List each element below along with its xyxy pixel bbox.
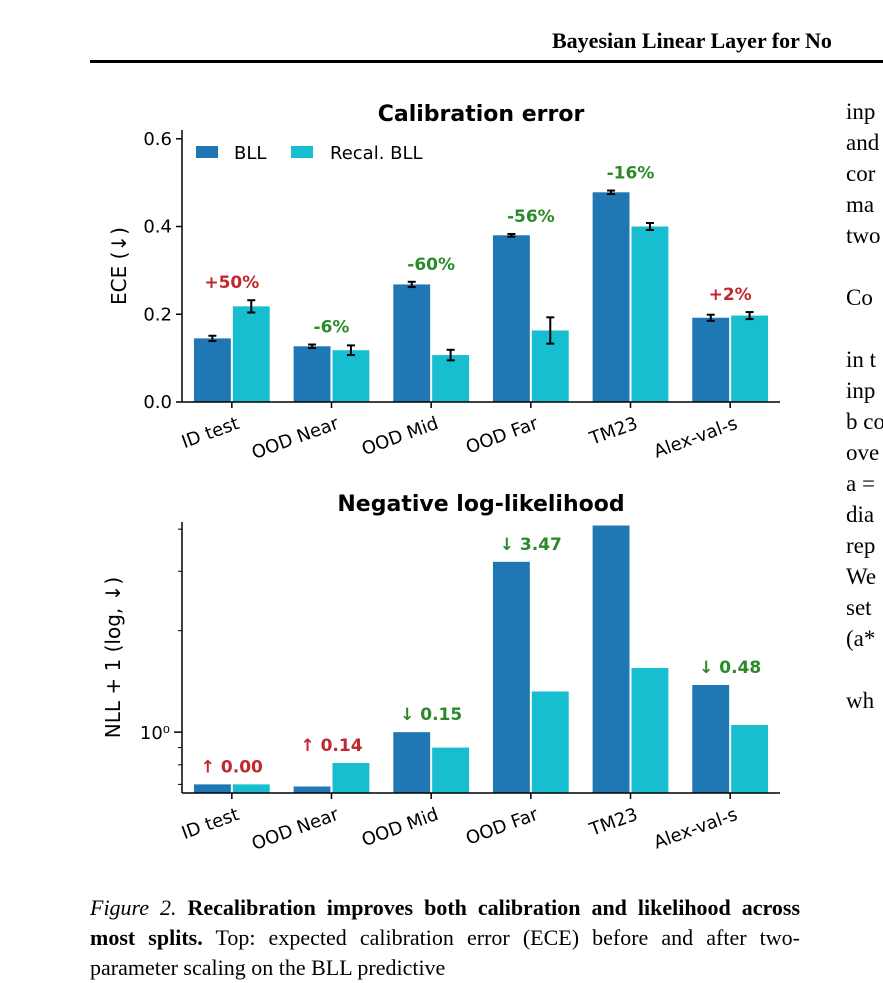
right-column-line: set	[846, 595, 872, 620]
right-column-line: (a*	[846, 626, 876, 651]
header-rule	[90, 60, 883, 63]
running-header: Bayesian Linear Layer for No	[552, 28, 832, 53]
bll-bar	[592, 192, 630, 402]
caption-bold: Recalibration improves both calibration …	[90, 895, 801, 950]
right-column-line: and	[846, 130, 880, 155]
change-annotation: -16%	[607, 164, 655, 184]
right-column-line: b co	[846, 409, 883, 434]
change-annotation: -56%	[507, 207, 555, 227]
x-tick-label: OOD Far	[463, 413, 541, 459]
bll-bar	[492, 561, 530, 793]
recal-bll-bar	[232, 306, 270, 402]
figure-caption: Figure 2. Recalibration improves both ca…	[90, 893, 800, 983]
legend-label-bll: BLL	[234, 143, 266, 164]
y-tick-label: 0.4	[143, 217, 172, 238]
caption-label: Figure 2.	[90, 895, 177, 920]
y-axis-label: NLL + 1 (log, ↓)	[101, 577, 125, 738]
bll-bar	[293, 786, 331, 793]
recal-bll-bar	[432, 355, 470, 402]
x-tick-label: OOD Mid	[359, 804, 441, 851]
recal-bll-bar	[531, 691, 569, 793]
bll-bar	[692, 317, 730, 402]
right-column-line	[846, 251, 883, 282]
x-tick-label: OOD Near	[249, 804, 342, 855]
bll-bar	[193, 784, 231, 793]
bll-bar	[193, 338, 231, 402]
bll-bar	[692, 684, 730, 793]
legend-swatch-recal-bll	[291, 146, 313, 158]
right-column-line: in t	[846, 347, 877, 372]
recal-bll-bar	[232, 784, 270, 793]
right-column-line: inp	[846, 99, 876, 124]
right-column-line: We	[846, 564, 877, 589]
x-tick-label: TM23	[586, 413, 641, 450]
x-tick-label: TM23	[586, 804, 641, 841]
recal-bll-bar	[432, 747, 470, 793]
change-annotation: ↑ 0.00	[201, 757, 263, 777]
change-annotation: -60%	[407, 255, 455, 275]
change-annotation: ↑ 0.14	[300, 736, 362, 756]
change-annotation: +2%	[709, 285, 752, 305]
right-column-line: wh	[846, 688, 875, 713]
right-column-text: inp and cor ma two Co in t inp b co ove a = dia rep W…	[846, 96, 883, 716]
bll-bar	[492, 235, 530, 402]
right-column-line	[846, 654, 883, 685]
recal-bll-bar	[332, 763, 370, 793]
right-column-line: a =	[846, 471, 875, 496]
x-tick-label: OOD Mid	[359, 413, 441, 460]
chart-title: Negative log-likelihood	[337, 492, 624, 517]
y-tick-label: 0.0	[143, 392, 172, 413]
change-annotation: ↓ 3.47	[500, 535, 562, 555]
y-tick-label: 10⁰	[140, 723, 170, 744]
right-column-line: rep	[846, 533, 876, 558]
right-column-line: ma	[846, 192, 875, 217]
x-tick-label: ID test	[179, 413, 242, 453]
bll-bar	[393, 732, 431, 793]
change-annotation: -6%	[314, 318, 350, 338]
change-annotation: ↓ 0.48	[699, 658, 761, 678]
x-tick-label: ID test	[179, 804, 242, 844]
legend-label-recal-bll: Recal. BLL	[330, 143, 423, 164]
right-column-line: Co	[846, 285, 873, 310]
bll-bar	[393, 284, 431, 402]
x-tick-label: Alex-val-s	[651, 413, 740, 463]
right-column-line: inp	[846, 378, 876, 403]
recal-bll-bar	[332, 350, 370, 402]
legend-swatch-bll	[196, 146, 218, 158]
y-axis-label: ECE (↓)	[107, 227, 131, 305]
change-annotation: +50%	[204, 273, 259, 293]
y-tick-label: 0.2	[143, 304, 172, 325]
x-tick-label: OOD Far	[463, 804, 541, 850]
right-column-line: cor	[846, 161, 876, 186]
x-tick-label: OOD Near	[249, 413, 342, 464]
bll-bar	[592, 525, 630, 793]
recal-bll-bar	[731, 725, 769, 793]
right-column-line	[846, 313, 883, 344]
bll-bar	[293, 346, 331, 402]
recal-bll-bar	[631, 226, 669, 402]
recal-bll-bar	[631, 667, 669, 793]
recal-bll-bar	[731, 315, 769, 402]
chart-title: Calibration error	[378, 102, 585, 127]
right-column-line: two	[846, 223, 881, 248]
right-column-line: ove	[846, 440, 880, 465]
right-column-line: dia	[846, 502, 875, 527]
change-annotation: ↓ 0.15	[400, 705, 462, 725]
y-tick-label: 0.6	[143, 129, 172, 150]
x-tick-label: Alex-val-s	[651, 804, 740, 854]
